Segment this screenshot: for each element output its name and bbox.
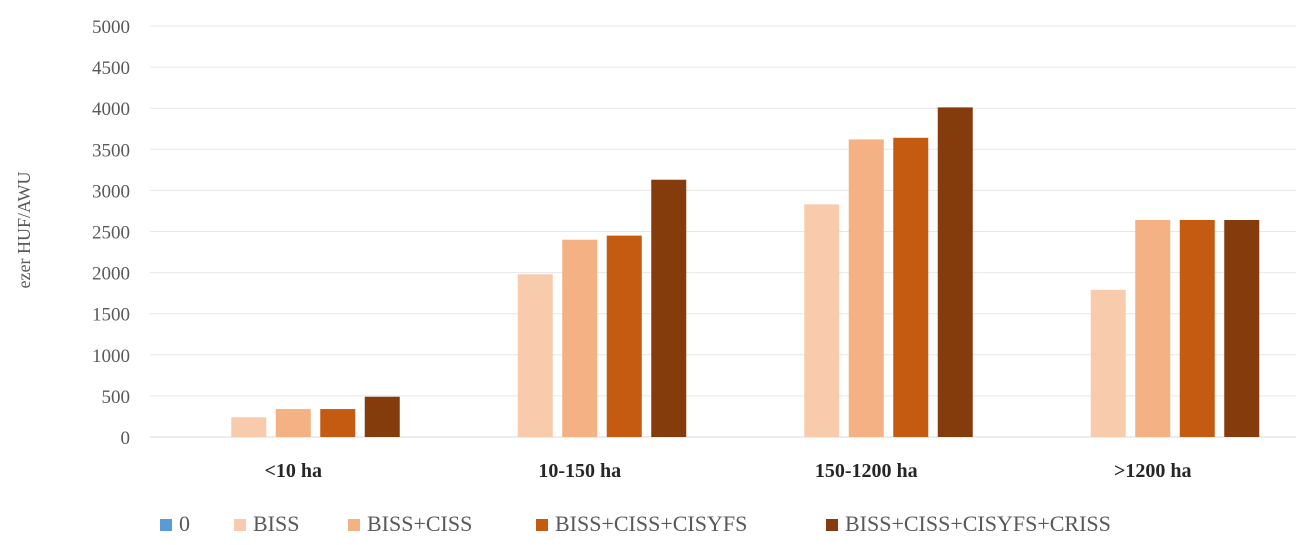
bar <box>517 274 553 437</box>
bar <box>1090 289 1126 437</box>
x-category-label: >1200 ha <box>1114 460 1192 482</box>
legend-label: 0 <box>179 511 190 536</box>
legend-label: BISS+CISS+CISYFS+CRISS <box>845 511 1111 536</box>
y-axis-title: ezer HUF/AWU <box>14 171 34 288</box>
bar <box>562 239 598 437</box>
legend-swatch <box>234 519 246 531</box>
x-axis-categories: <10 ha 10-150 ha 150-1200 ha >1200 ha <box>264 460 1191 482</box>
y-tick-label: 2500 <box>92 223 130 244</box>
legend-swatch <box>348 519 360 531</box>
gridlines <box>150 25 1296 438</box>
y-axis-ticks: 0 500 1000 1500 2000 2500 3000 3500 4000 4500 5000 <box>92 17 130 449</box>
bar <box>275 409 311 437</box>
legend-label: BISS+CISS <box>367 511 472 536</box>
y-tick-label: 4000 <box>92 99 130 120</box>
bar <box>1135 219 1171 437</box>
bar <box>606 235 642 437</box>
y-tick-label: 5000 <box>92 17 130 38</box>
y-tick-label: 2000 <box>92 264 130 285</box>
y-tick-label: 1000 <box>92 346 130 367</box>
legend-label: BISS+CISS+CISYFS <box>555 511 747 536</box>
bars <box>231 107 1260 438</box>
legend-swatch <box>826 519 838 531</box>
y-tick-label: 1500 <box>92 305 130 326</box>
x-category-label: <10 ha <box>264 460 322 482</box>
bar <box>231 417 267 437</box>
bar <box>804 204 840 437</box>
legend-swatch <box>536 519 548 531</box>
legend-label: BISS <box>253 511 299 536</box>
bar <box>364 396 400 437</box>
legend: 0 BISS BISS+CISS BISS+CISS+CISYFS BISS+CISS+… <box>160 511 1111 536</box>
bar <box>937 107 973 438</box>
y-tick-label: 500 <box>102 387 131 408</box>
legend-swatch <box>160 519 172 531</box>
bar <box>320 409 356 437</box>
y-tick-label: 3500 <box>92 140 130 161</box>
x-category-label: 150-1200 ha <box>815 460 918 482</box>
bar <box>848 139 884 437</box>
y-tick-label: 3000 <box>92 181 130 202</box>
y-tick-label: 4500 <box>92 58 130 79</box>
y-tick-label: 0 <box>121 428 131 449</box>
bar <box>1179 219 1215 437</box>
x-category-label: 10-150 ha <box>538 460 621 482</box>
bar <box>651 179 687 438</box>
bar <box>1224 219 1260 437</box>
bar <box>893 137 929 438</box>
